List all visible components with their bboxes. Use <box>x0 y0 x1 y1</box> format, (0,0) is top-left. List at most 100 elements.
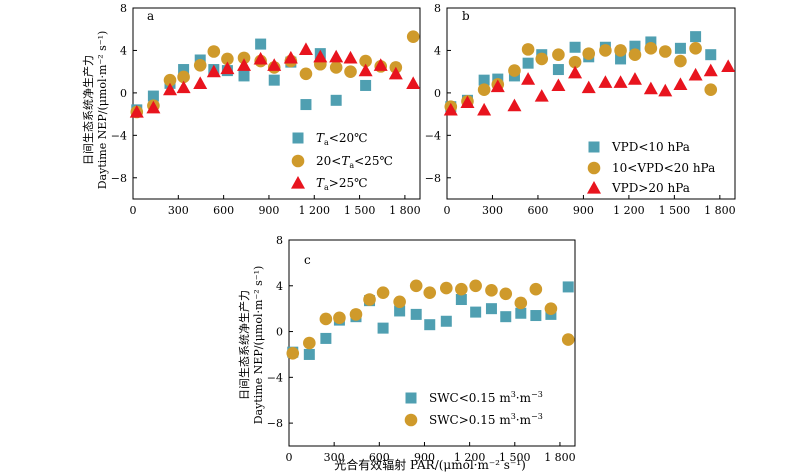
data-point-square <box>615 53 627 65</box>
y-tick-label: 4 <box>120 44 127 57</box>
data-point-circle <box>561 333 575 346</box>
data-point-square <box>394 305 406 317</box>
data-point-square <box>478 74 490 86</box>
y-tick-label: 4 <box>276 280 283 293</box>
data-point-triangle <box>220 61 235 75</box>
y-tick-label: 0 <box>120 87 127 100</box>
x-tick-label: 300 <box>482 204 503 217</box>
data-point-circle <box>319 312 333 326</box>
data-point-square <box>330 94 342 106</box>
legend-label-square: Ta<20℃ <box>316 131 368 147</box>
data-point-triangle <box>193 76 208 89</box>
data-point-triangle <box>721 59 736 72</box>
x-tick-label: 1 500 <box>499 451 531 464</box>
data-point-square <box>629 40 641 52</box>
panel-a-ylabel-en: Daytime NEP/(μmol·m⁻² s⁻¹) <box>96 31 109 190</box>
data-point-circle <box>499 287 513 301</box>
data-point-circle <box>393 295 406 309</box>
data-point-circle <box>299 67 313 81</box>
data-point-square <box>303 348 315 360</box>
data-point-square <box>569 41 581 53</box>
data-point-square <box>238 70 250 82</box>
x-tick-label: 1 800 <box>704 204 736 217</box>
x-tick-label: 600 <box>213 204 234 217</box>
data-point-square <box>440 315 452 327</box>
data-point-triangle <box>534 89 549 102</box>
data-point-square <box>424 319 436 331</box>
legend-marker-circle <box>587 161 601 175</box>
data-point-circle <box>303 336 316 350</box>
data-point-circle <box>508 64 521 77</box>
data-point-circle <box>349 308 363 321</box>
legend-marker-triangle <box>587 181 601 194</box>
data-point-triangle <box>521 72 536 85</box>
panel-a-letter: a <box>147 9 154 23</box>
legend-marker-square <box>292 132 304 144</box>
data-point-circle <box>207 45 221 58</box>
y-tick-label: 0 <box>434 87 441 100</box>
x-tick-label: 0 <box>286 451 293 464</box>
data-point-triangle <box>703 63 718 77</box>
data-point-triangle <box>176 80 191 94</box>
data-point-triangle <box>388 66 403 80</box>
data-point-triangle <box>658 83 673 97</box>
data-point-circle <box>485 284 498 297</box>
data-point-triangle <box>490 79 505 93</box>
legend-marker-circle <box>404 413 418 427</box>
x-tick-label: 1 200 <box>613 204 645 217</box>
data-point-square <box>485 303 497 315</box>
legend-label-square: SWC<0.15 m3·m−3 <box>429 390 543 405</box>
data-point-square <box>377 322 389 334</box>
data-point-circle <box>599 44 612 57</box>
y-tick-label: 8 <box>434 2 441 15</box>
x-tick-label: 300 <box>168 204 189 217</box>
data-point-square <box>530 310 542 322</box>
data-point-circle <box>359 54 372 68</box>
data-point-square <box>500 311 512 323</box>
data-point-square <box>645 36 657 48</box>
panel-c-chart: c 日间生态系统净生产力 Daytime NEP/(μmol·m⁻² s⁻¹) … <box>237 234 576 472</box>
plot-frame <box>132 7 421 200</box>
panel-c-letter: c <box>304 253 311 267</box>
x-tick-label: 900 <box>573 204 594 217</box>
data-point-triangle <box>253 51 268 65</box>
y-tick-label: −8 <box>111 172 127 185</box>
panel-a-ylabel: 日间生态系统净生产力 Daytime NEP/(μmol·m⁻² s⁻¹) <box>81 31 109 190</box>
panel-c-ylabel-en: Daytime NEP/(μmol·m⁻² s⁻¹) <box>252 266 265 425</box>
data-point-circle <box>552 48 565 61</box>
legend-label-square: VPD<10 hPa <box>611 140 690 154</box>
data-point-square <box>522 57 534 69</box>
data-point-square <box>178 64 190 76</box>
data-point-triangle <box>460 95 475 109</box>
data-point-circle <box>521 43 535 56</box>
data-point-triangle <box>298 42 313 55</box>
data-point-square <box>552 64 564 76</box>
panel-a-chart: a 日间生态系统净生产力 Daytime NEP/(μmol·m⁻² s⁻¹) … <box>81 2 421 217</box>
legend-marker-circle <box>291 154 305 168</box>
data-point-square <box>562 281 574 293</box>
x-tick-label: 600 <box>369 451 390 464</box>
data-point-square <box>268 74 280 86</box>
legend-marker-square <box>405 392 417 404</box>
y-tick-label: 4 <box>434 44 441 57</box>
data-point-circle <box>193 59 207 72</box>
x-tick-label: 1 800 <box>389 204 421 217</box>
panel-c-ylabel-cn: 日间生态系统净生产力 <box>237 290 251 400</box>
data-point-square <box>255 38 267 50</box>
data-point-triangle <box>551 78 566 92</box>
y-tick-label: −4 <box>425 129 441 142</box>
data-point-triangle <box>206 64 221 78</box>
data-point-triangle <box>406 76 421 89</box>
data-point-triangle <box>613 75 628 88</box>
data-point-triangle <box>598 75 613 88</box>
data-point-circle <box>163 73 177 87</box>
data-point-triangle <box>129 104 144 118</box>
data-point-circle <box>406 30 420 43</box>
data-point-triangle <box>329 49 344 63</box>
data-point-circle <box>644 42 658 55</box>
x-tick-label: 900 <box>414 451 435 464</box>
legend-label-triangle: VPD>20 hPa <box>611 181 690 195</box>
y-tick-label: −8 <box>267 417 283 430</box>
data-point-triangle <box>443 102 458 116</box>
